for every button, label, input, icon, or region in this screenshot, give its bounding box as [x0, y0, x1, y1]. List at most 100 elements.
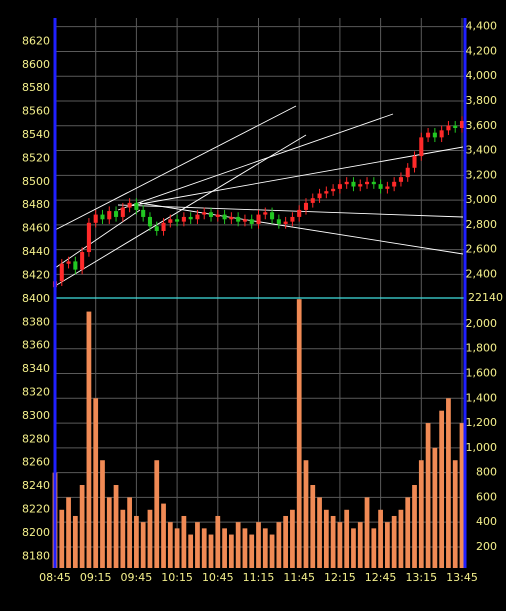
- volume-bar: [195, 522, 200, 568]
- volume-bar: [344, 509, 350, 568]
- y2-tick-label: 800: [476, 466, 497, 479]
- volume-bar: [412, 485, 417, 568]
- y2-tick-label: 1,400: [466, 391, 498, 404]
- volume-bar: [330, 515, 336, 568]
- y2-tick-label: 4,400: [466, 20, 498, 33]
- candle-body: [392, 181, 397, 187]
- candle-body: [337, 184, 342, 189]
- trend-lines: [54, 105, 464, 287]
- candle-body: [385, 186, 390, 189]
- y2-tick-label: 4,000: [466, 69, 498, 82]
- y2-tick-label: 1,800: [466, 342, 498, 355]
- candle-body: [154, 226, 159, 231]
- candle-body: [236, 216, 241, 222]
- volume-bar: [249, 534, 255, 568]
- x-tick-label: 11:15: [243, 571, 275, 584]
- y2-tick-label: 600: [476, 490, 497, 503]
- volume-bar: [113, 485, 119, 568]
- y-tick-label: 8480: [22, 198, 50, 211]
- y2-tick-label: 1,200: [466, 416, 498, 429]
- candle-body: [331, 188, 336, 192]
- volume-bar: [242, 528, 248, 568]
- x-tick-label: 13:45: [446, 571, 478, 584]
- candle-body: [270, 212, 275, 220]
- y2-tick-label: 3,200: [466, 168, 498, 181]
- volume-bar: [127, 497, 132, 568]
- volume-bar: [181, 515, 187, 568]
- y-tick-label: 8280: [22, 432, 50, 445]
- y-tick-label: 8540: [22, 128, 50, 141]
- y2-tick-label: 3,000: [466, 193, 498, 206]
- volume-bar: [86, 311, 92, 568]
- y-tick-label: 8500: [22, 175, 50, 188]
- candle-body: [202, 212, 207, 215]
- x-tick-label: 10:45: [202, 571, 234, 584]
- y2-tick-label: 2,800: [466, 218, 498, 231]
- y-tick-label: 8180: [22, 549, 50, 562]
- volume-bar: [296, 299, 302, 568]
- y2-tick-label: 3,400: [466, 144, 498, 157]
- volume-bar: [317, 497, 322, 568]
- candle-body: [188, 216, 193, 220]
- volume-bar: [228, 534, 234, 568]
- candle-body: [358, 184, 363, 187]
- candle-body: [351, 181, 356, 187]
- candle-body: [147, 216, 153, 227]
- volume-bar: [418, 460, 424, 568]
- volume-bar: [262, 528, 268, 568]
- candle-body: [100, 214, 105, 220]
- candle-body: [371, 181, 376, 185]
- y2-tick-label: 2,600: [466, 243, 498, 256]
- volume-bar: [364, 497, 370, 568]
- volume-bar: [446, 398, 451, 568]
- y-tick-label: 8360: [22, 339, 50, 352]
- x-tick-label: 10:15: [161, 571, 193, 584]
- candle-body: [86, 222, 91, 253]
- candle-body: [175, 219, 180, 222]
- volume-bar: [283, 515, 289, 568]
- axis-labels: 8180 8200 8220 8240 8260 8280 8300 8320 8340 8360…: [22, 20, 497, 584]
- volume-bar: [140, 522, 146, 568]
- y-tick-label: 8260: [22, 456, 50, 469]
- volume-bar: [79, 485, 85, 568]
- candle-body: [310, 198, 315, 203]
- candle-body: [459, 120, 465, 128]
- candle-body: [107, 211, 112, 220]
- candle-body: [222, 214, 227, 220]
- y-tick-label: 8560: [22, 105, 50, 118]
- y-tick-label: 8320: [22, 385, 50, 398]
- x-tick-label: 12:45: [365, 571, 397, 584]
- x-tick-label: 11:45: [283, 571, 315, 584]
- candle-body: [215, 214, 220, 217]
- volume-bar: [72, 515, 78, 568]
- x-tick-label: 13:15: [405, 571, 437, 584]
- y2-tick-label: 1,600: [466, 367, 498, 380]
- candle-body: [127, 202, 132, 208]
- volume-bar: [93, 398, 99, 568]
- candle-body: [66, 261, 71, 264]
- candle-body: [59, 263, 64, 282]
- divider-label: 22140: [468, 291, 503, 304]
- y-tick-label: 8220: [22, 502, 50, 515]
- y2-tick-label: 3,600: [466, 119, 498, 132]
- candle-body: [181, 216, 186, 222]
- candle-body: [229, 216, 234, 220]
- volume-bar: [357, 522, 363, 568]
- trend-line: [54, 209, 141, 269]
- candle-body: [439, 130, 444, 138]
- x-tick-label: 08:45: [39, 571, 71, 584]
- volume-bar: [290, 509, 295, 568]
- candles: [52, 116, 465, 292]
- candle-body: [256, 214, 261, 224]
- y-tick-label: 8240: [22, 479, 50, 492]
- trend-line: [117, 204, 464, 218]
- trend-line: [117, 113, 394, 211]
- volume-bar: [120, 509, 126, 568]
- y2-tick-label: 3,800: [466, 94, 498, 107]
- y-tick-label: 8600: [22, 58, 50, 71]
- candle-body: [344, 181, 349, 185]
- candle-body: [80, 252, 85, 270]
- candle-body: [453, 125, 458, 128]
- y2-tick-label: 200: [476, 540, 497, 553]
